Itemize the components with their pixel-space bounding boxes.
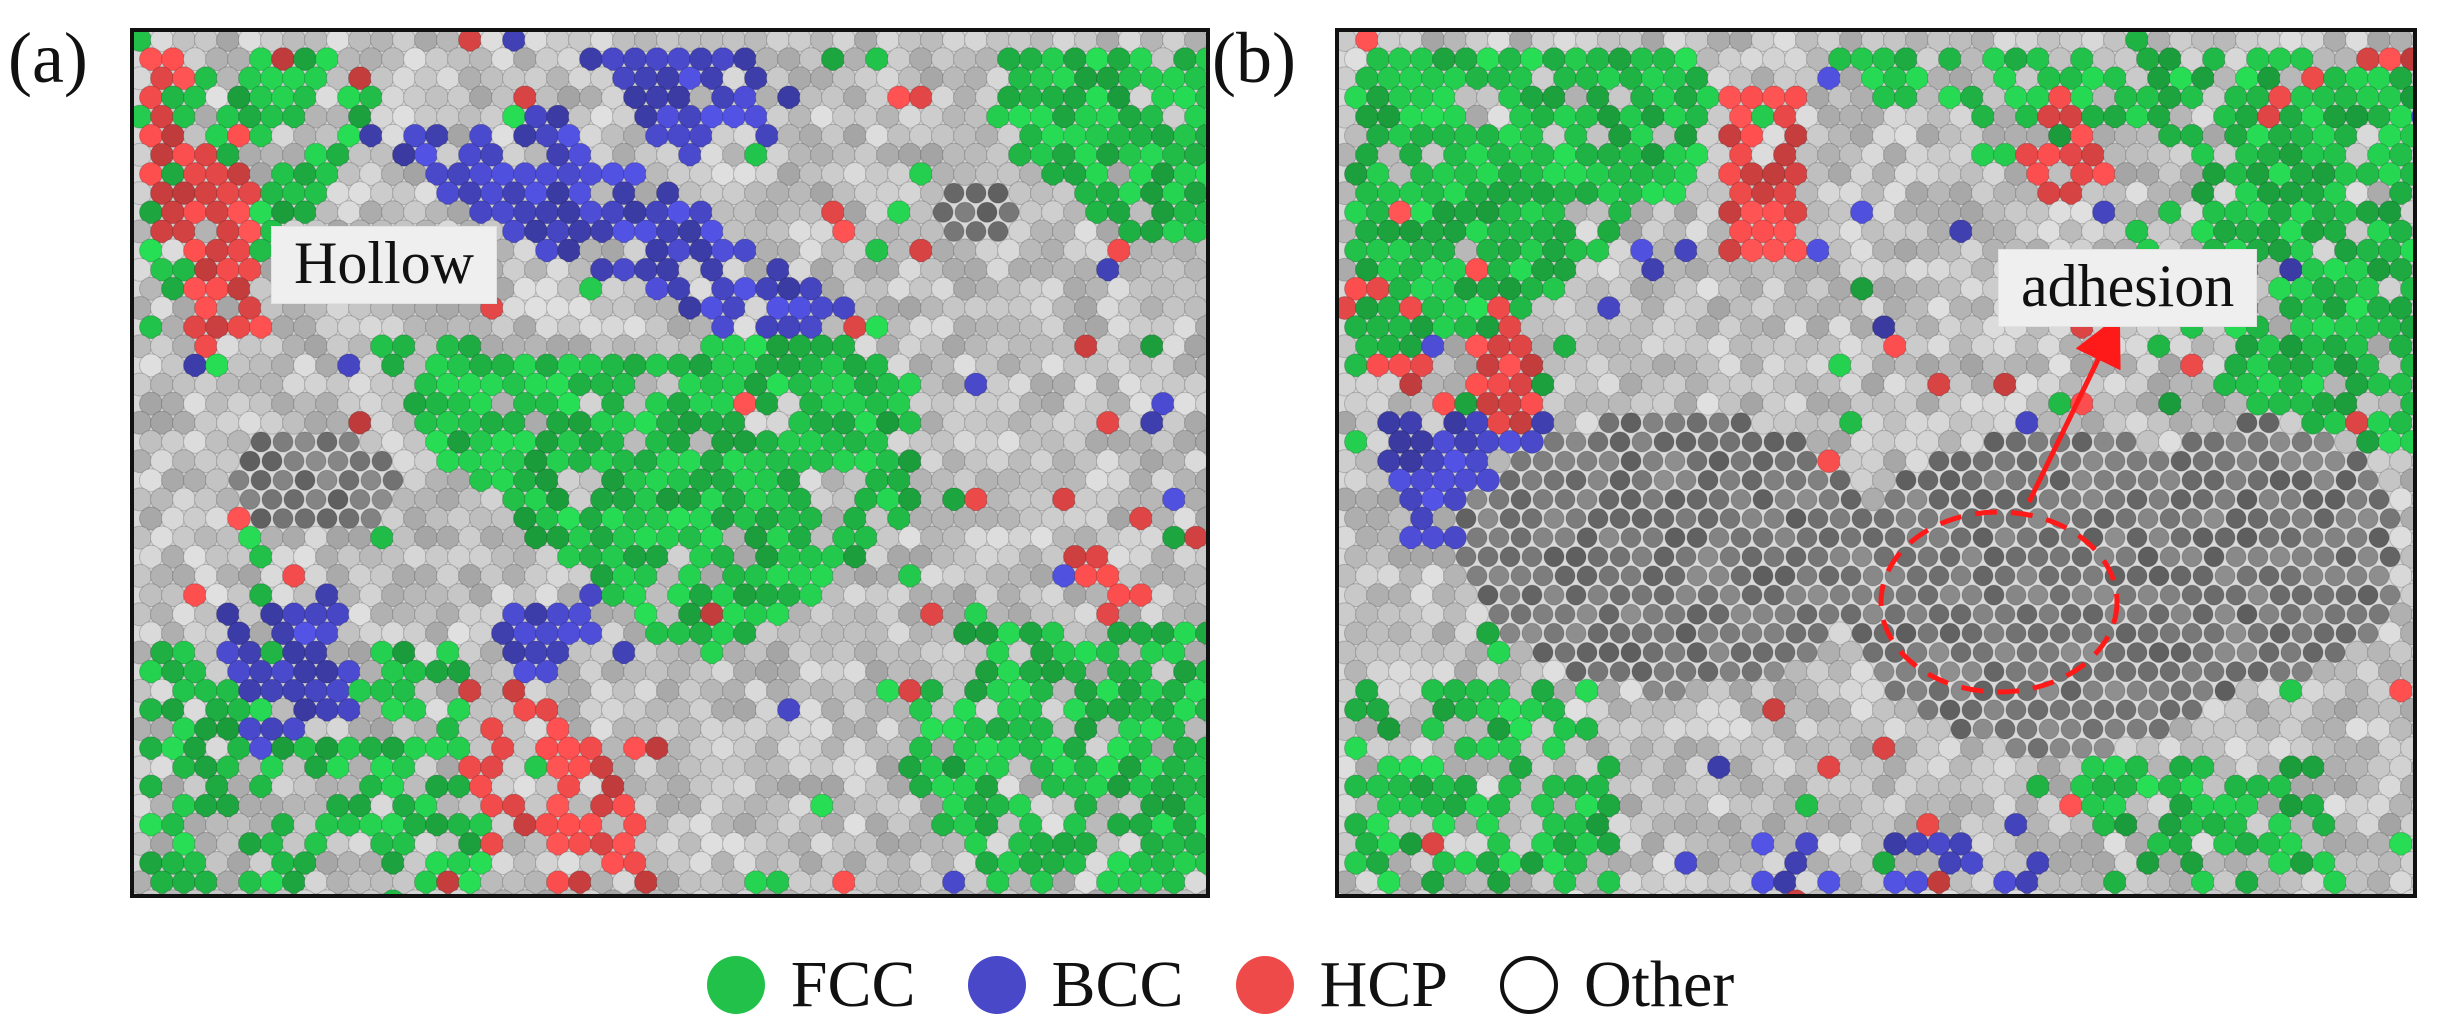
panel-a-label: (a) [8, 18, 88, 98]
hollow-callout: Hollow [272, 227, 496, 303]
fcc-swatch-icon [706, 956, 765, 1014]
panel-b-label: (b) [1212, 18, 1296, 98]
adhesion-callout: adhesion [1999, 250, 2257, 326]
legend-label-fcc: FCC [790, 948, 916, 1021]
panel-b-atom-layer [1339, 32, 2413, 894]
legend-label-other: Other [1583, 948, 1735, 1021]
legend-label-hcp: HCP [1319, 948, 1448, 1021]
bcc-swatch-icon [967, 956, 1026, 1014]
hcp-swatch-icon [1235, 956, 1294, 1014]
panel-b-atom-snapshot: adhesion [1335, 28, 2417, 898]
panel-b-atoms [1339, 32, 2413, 894]
structure-legend: FCC BCC HCP Other [0, 945, 2441, 1025]
legend-item-bcc: BCC [967, 948, 1184, 1021]
legend-label-bcc: BCC [1051, 948, 1184, 1021]
other-swatch-icon [1499, 956, 1558, 1014]
panel-a-atom-snapshot: Hollow [130, 28, 1210, 898]
legend-item-fcc: FCC [706, 948, 916, 1021]
adhesion-region-outline [1878, 509, 2120, 695]
legend-item-other: Other [1499, 948, 1735, 1021]
adhesion-arrow-icon [2026, 314, 2121, 504]
legend-item-hcp: HCP [1235, 948, 1448, 1021]
panel-a-atoms [134, 32, 1206, 894]
panel-a-atom-layer [134, 32, 1206, 894]
